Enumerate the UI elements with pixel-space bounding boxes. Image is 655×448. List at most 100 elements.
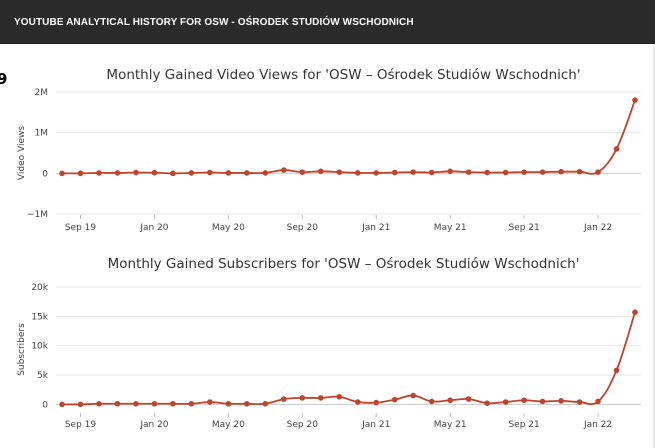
x-tick-label: May 21 [434,223,467,233]
data-point [281,167,287,173]
x-tick-label: Sep 21 [508,420,539,430]
data-point [299,169,306,175]
data-point [428,169,435,176]
data-point [576,168,583,175]
data-point [59,401,65,408]
data-point [262,170,269,176]
data-point [354,399,361,405]
data-point [207,169,213,176]
data-point [77,170,84,177]
x-tick-label: May 20 [212,223,245,233]
x-tick-label: May 21 [434,420,467,430]
x-tick-label: Sep 19 [65,223,97,233]
data-point [595,398,601,405]
data-point [502,399,509,405]
data-point [521,397,527,404]
data-point [170,170,176,177]
data-point [225,170,232,176]
data-point [539,398,546,405]
data-point [539,169,546,175]
video-views-chart: Monthly Gained Video Views for 'OSW – Oś… [17,67,641,233]
data-point [96,170,102,176]
y-tick-label: 20k [31,283,48,293]
x-tick-label: Jan 22 [583,420,612,430]
x-tick-label: Sep 21 [508,223,539,233]
x-tick-label: Jan 21 [361,223,390,233]
data-point [151,400,158,407]
y-tick-label: 0 [42,400,48,410]
x-tick-label: Jan 20 [139,223,168,233]
data-point [133,400,139,407]
data-point [59,170,65,177]
series-line [61,99,636,175]
data-point [281,396,287,402]
data-point [465,396,472,402]
data-point [354,170,361,176]
data-point [188,170,195,176]
data-point [244,400,250,407]
y-tick-label: 10k [31,342,48,352]
data-point [558,168,564,175]
data-point [484,400,490,406]
data-point [595,169,601,175]
chart-title: Monthly Gained Video Views for 'OSW – Oś… [106,67,580,83]
data-point [96,400,102,407]
data-point [632,97,638,103]
data-point [373,170,380,176]
data-point [336,169,343,175]
data-point [447,168,453,175]
data-point [317,395,324,401]
y-tick-label: −1M [27,210,48,220]
data-point [465,169,472,175]
data-point [391,169,398,176]
x-tick-label: May 20 [212,420,245,430]
data-point [502,169,509,176]
y-axis-label: Video Views [17,126,27,180]
data-point [188,400,195,407]
x-tick-label: Sep 19 [65,420,97,430]
subscribers-chart: Monthly Gained Subscribers for 'OSW – Oś… [17,256,641,430]
data-point [410,169,416,175]
subscribers-chart-panel: Monthly Gained Subscribers for 'OSW – Oś… [8,246,653,441]
x-tick-label: Jan 21 [361,420,390,430]
data-point [299,395,306,401]
x-tick-label: Sep 20 [287,420,319,430]
data-point [151,169,158,176]
data-point [225,400,232,407]
data-point [133,169,139,176]
data-point [373,399,380,406]
panel-edge [653,44,655,448]
data-point [262,400,269,407]
data-point [77,401,84,408]
y-tick-label: 2M [35,88,49,98]
x-tick-label: Jan 20 [139,420,168,430]
chart-title: Monthly Gained Subscribers for 'OSW – Oś… [108,256,580,272]
data-point [521,169,527,175]
data-point [244,170,250,176]
data-point [207,399,213,405]
page-header: YOUTUBE ANALYTICAL HISTORY FOR OSW - OŚR… [0,0,655,44]
data-point [484,169,490,176]
page-title: YOUTUBE ANALYTICAL HISTORY FOR OSW - OŚR… [14,17,414,28]
data-point [613,146,620,152]
clipped-side-glyph: 9 [0,70,8,88]
video-views-chart-panel: Monthly Gained Video Views for 'OSW – Oś… [8,52,653,237]
data-point [558,398,564,404]
data-point [391,396,398,403]
data-point [170,400,176,407]
x-tick-label: Sep 20 [287,223,319,233]
y-tick-label: 5k [37,371,49,381]
data-point [410,392,416,399]
y-tick-label: 0 [42,169,48,179]
y-tick-label: 1M [35,129,49,139]
data-point [114,400,121,407]
data-point [317,168,324,175]
data-point [613,367,620,374]
data-point [428,398,435,405]
series-line [61,311,636,406]
x-tick-label: Jan 22 [583,223,612,233]
data-point [632,309,638,316]
data-point [336,393,343,400]
data-point [576,399,583,405]
data-point [447,397,453,404]
